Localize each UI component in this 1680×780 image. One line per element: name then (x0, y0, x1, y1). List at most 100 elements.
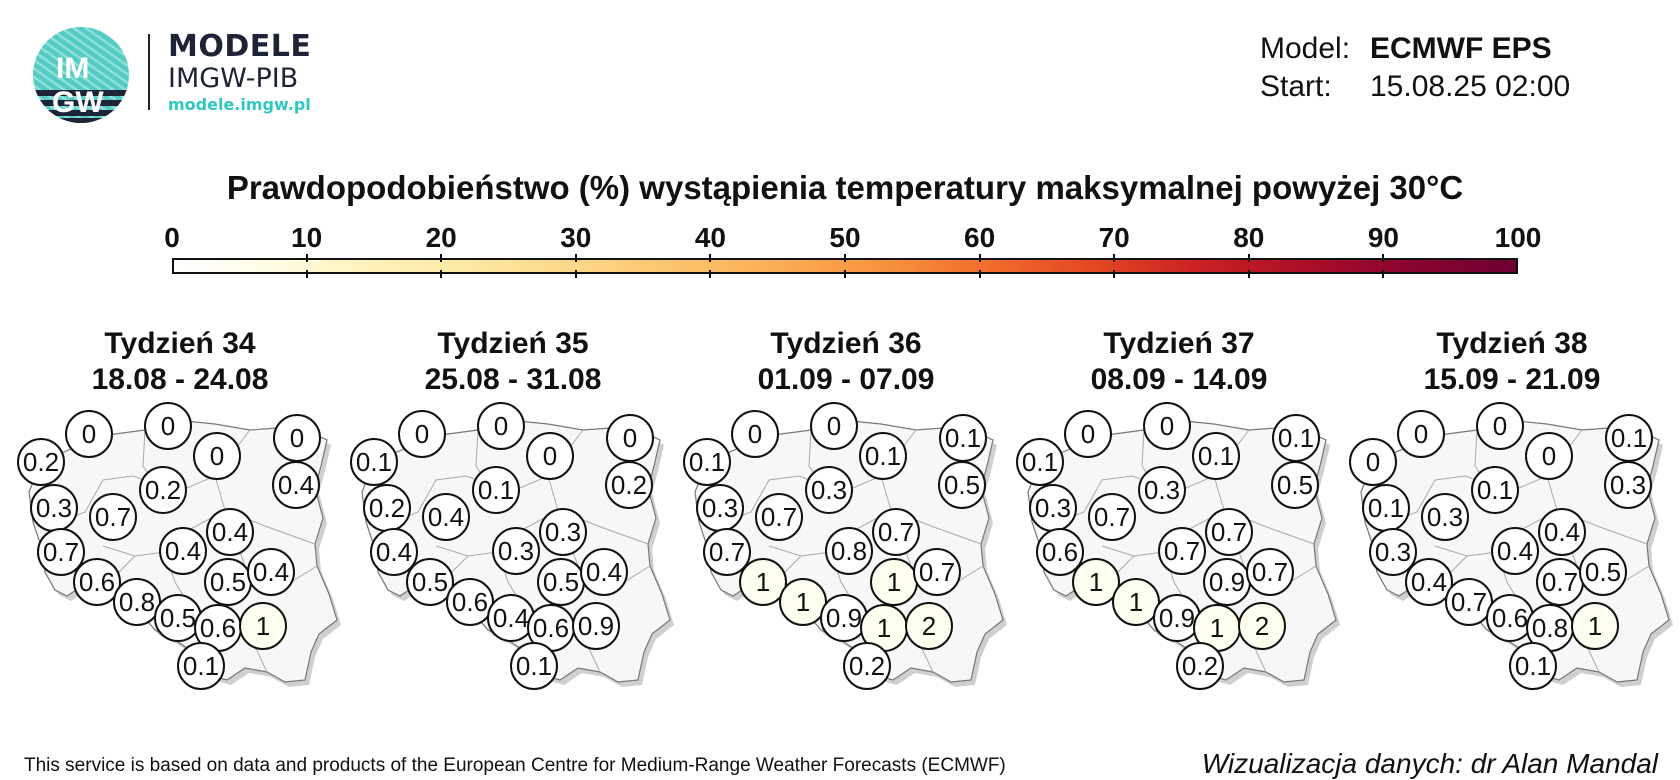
probability-bubble: 0.5 (204, 558, 252, 606)
probability-bubble: 0 (193, 432, 241, 480)
probability-bubble: 0.1 (1509, 642, 1557, 690)
probability-bubble: 0.3 (1604, 461, 1652, 509)
colorbar-tick (709, 254, 712, 262)
probability-bubble: 0.8 (825, 527, 873, 575)
colorbar-tick (1382, 270, 1385, 278)
probability-bubble: 2 (1238, 602, 1286, 650)
colorbar-tick (978, 270, 981, 278)
probability-bubble: 0.5 (154, 594, 202, 642)
probability-bubble: 0 (398, 410, 446, 458)
probability-bubble: 0.3 (30, 484, 78, 532)
colorbar-tick-label: 60 (964, 222, 996, 253)
probability-bubble: 1 (1571, 602, 1619, 650)
probability-bubble: 0.1 (350, 438, 398, 486)
probability-bubble: 0.4 (159, 527, 207, 575)
probability-bubble: 0.1 (1471, 466, 1519, 514)
week-title: Tydzień 38 15.09 - 21.09 (1347, 326, 1677, 398)
probability-bubble: 0.1 (683, 438, 731, 486)
logo-divider (148, 34, 150, 110)
week-title: Tydzień 37 08.09 - 14.09 (1014, 326, 1344, 398)
model-row: Model: ECMWF EPS (1260, 30, 1570, 68)
colorbar-tick-label: 100 (1494, 222, 1542, 253)
probability-bubble: 0.5 (1579, 548, 1627, 596)
poland-map: 0 0 0 0.2 0 0.2 0.4 0.3 0.7 0.7 0.4 0.4 0.6 0.5 0.4 0.8… (15, 402, 345, 726)
probability-bubble: 0.1 (1362, 484, 1410, 532)
colorbar-tick (574, 270, 577, 278)
probability-bubble: 0.2 (843, 642, 891, 690)
model-value: ECMWF EPS (1370, 32, 1552, 65)
probability-bubble: 0.8 (113, 578, 161, 626)
probability-bubble: 0.4 (422, 493, 470, 541)
week-date-range: 25.08 - 31.08 (424, 363, 602, 396)
brand-title: MODELE (168, 29, 312, 64)
colorbar-tick-label: 50 (829, 222, 861, 253)
week-number: Tydzień 34 (104, 327, 256, 360)
probability-bubble: 0.9 (572, 602, 620, 650)
probability-bubble: 0.1 (1605, 414, 1653, 462)
probability-bubble: 0.7 (1205, 508, 1253, 556)
visualization-credit: Wizualizacja danych: dr Alan Mandal (1201, 748, 1658, 779)
colorbar-tick (1382, 254, 1385, 262)
probability-bubble: 0.7 (913, 548, 961, 596)
week-number: Tydzień 35 (437, 327, 589, 360)
brand-block: MODELE IMGW-PIB modele.imgw.pl (168, 30, 311, 116)
probability-bubble: 0 (1349, 438, 1397, 486)
probability-bubble: 0 (810, 402, 858, 450)
week-date-range: 01.09 - 07.09 (757, 363, 935, 396)
ecmwf-credit: This service is based on data and produc… (24, 755, 1006, 776)
colorbar-tick (1247, 254, 1250, 262)
probability-bubble: 0.5 (938, 461, 986, 509)
probability-bubble: 0 (1064, 410, 1112, 458)
probability-bubble: 0.4 (247, 548, 295, 596)
probability-bubble: 0 (1397, 410, 1445, 458)
model-label: Model: (1260, 32, 1351, 65)
colorbar-tick-label: 80 (1233, 222, 1265, 253)
colorbar-tick-label: 10 (291, 222, 323, 253)
week-title: Tydzień 35 25.08 - 31.08 (348, 326, 678, 398)
main-title: Prawdopodobieństwo (%) wystąpienia tempe… (226, 169, 1464, 206)
probability-bubble: 0.4 (1491, 527, 1539, 575)
colorbar-legend: 0 10 20 30 40 50 60 70 80 90 100 (164, 222, 1541, 278)
probability-bubble: 0.4 (206, 508, 254, 556)
colorbar-tick-label: 70 (1098, 222, 1130, 253)
probability-bubble: 0.6 (73, 558, 121, 606)
probability-bubble: 0.3 (1029, 484, 1077, 532)
probability-bubble: 0.3 (1421, 493, 1469, 541)
probability-bubble: 0.4 (1538, 508, 1586, 556)
colorbar-tick-label: 90 (1367, 222, 1399, 253)
probability-bubble: 0.5 (406, 558, 454, 606)
brand-subtitle: IMGW-PIB (168, 63, 299, 94)
week-date-range: 15.09 - 21.09 (1423, 363, 1601, 396)
colorbar-tick (709, 270, 712, 278)
poland-map: 0 0 0.1 0.1 0.1 0.3 0.5 0.3 0.7 0.6 0.7 0.7 1 0.9 0.7 1… (1014, 402, 1344, 726)
colorbar-tick-label: 20 (425, 222, 457, 253)
colorbar-tick (1113, 254, 1116, 262)
probability-bubble: 0.3 (1138, 466, 1186, 514)
start-value: 15.08.25 02:00 (1370, 70, 1571, 103)
probability-bubble: 0.1 (1192, 432, 1240, 480)
model-info: Model: ECMWF EPS Start: 15.08.25 02:00 (1260, 30, 1570, 106)
probability-bubble: 0.1 (859, 432, 907, 480)
probability-bubble: 0.7 (1445, 578, 1493, 626)
probability-bubble: 0 (273, 414, 321, 462)
probability-bubble: 0.7 (1246, 548, 1294, 596)
colorbar-tick (574, 254, 577, 262)
probability-bubble: 0.3 (805, 466, 853, 514)
probability-bubble: 0 (606, 414, 654, 462)
probability-bubble: 0.3 (696, 484, 744, 532)
probability-bubble: 0.1 (472, 466, 520, 514)
week-panel: Tydzień 36 01.09 - 07.09 0 0 0.1 0.1 0.1 0.3 0.5… (681, 326, 1011, 726)
probability-bubble: 1 (870, 558, 918, 606)
probability-bubble: 0.5 (537, 558, 585, 606)
probability-bubble: 0 (144, 402, 192, 450)
probability-bubble: 2 (905, 602, 953, 650)
imgw-logo: IM GW (32, 26, 130, 124)
poland-map: 0 0 0.1 0.1 0.1 0.3 0.5 0.3 0.7 0.7 0.8 0.7 1 1 0.7 1 0.… (681, 402, 1011, 726)
week-panel: Tydzień 38 15.09 - 21.09 0 0 0 0 0.1 0.1 0.3 0.1 0… (1347, 326, 1677, 726)
probability-bubble: 1 (239, 602, 287, 650)
probability-bubble: 0.3 (539, 508, 587, 556)
probability-bubble: 0.6 (1036, 528, 1084, 576)
probability-bubble: 0.9 (1203, 558, 1251, 606)
colorbar-tick (978, 254, 981, 262)
start-row: Start: 15.08.25 02:00 (1260, 68, 1570, 106)
